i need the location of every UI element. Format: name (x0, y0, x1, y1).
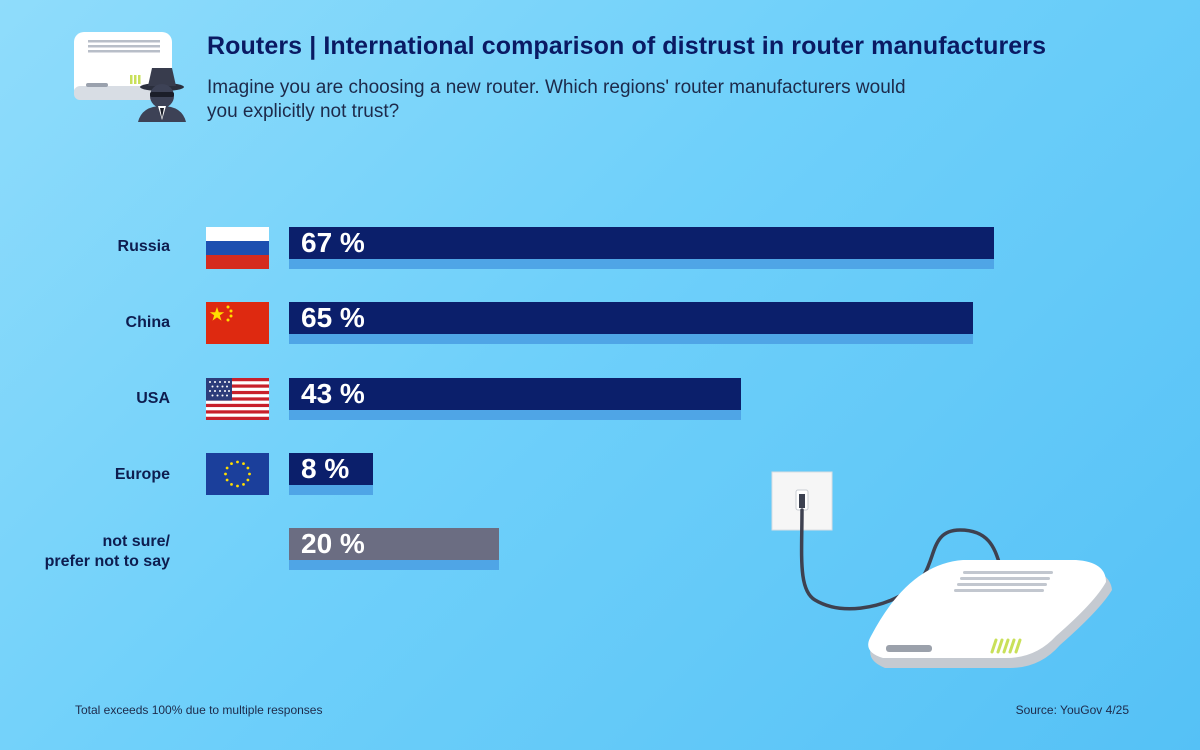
category-label-line: not sure/ (102, 533, 170, 550)
category-label-not-sure: not sure/ prefer not to say (45, 532, 170, 572)
bar-china: 65 % (289, 302, 973, 334)
chart-title: Routers | International comparison of di… (207, 32, 1047, 60)
bar-shadow (289, 485, 373, 495)
usa-flag-icon (206, 378, 269, 420)
router-spy-icon (72, 30, 192, 130)
footnote: Total exceeds 100% due to multiple respo… (75, 703, 323, 717)
bar-russia: 67 % (289, 227, 994, 259)
china-flag-icon (206, 302, 269, 344)
bar-shadow (289, 410, 741, 420)
russia-flag-icon (206, 227, 269, 269)
category-label-russia: Russia (117, 238, 170, 255)
bar-shadow (289, 259, 994, 269)
source-label: Source: YouGov 4/25 (1015, 703, 1129, 717)
bar-shadow (289, 560, 499, 570)
bar-usa: 43 % (289, 378, 741, 410)
category-label-china: China (125, 314, 170, 331)
category-label-line: prefer not to say (44, 553, 170, 570)
router-cable-icon (760, 460, 1120, 685)
chart-subtitle: Imagine you are choosing a new router. W… (207, 77, 906, 122)
bar-not-sure: 20 % (289, 528, 499, 560)
bar-europe: 8 % (289, 453, 373, 485)
category-label-usa: USA (136, 390, 170, 407)
eu-flag-icon (206, 453, 269, 495)
category-label-europe: Europe (114, 466, 170, 483)
bar-shadow (289, 334, 973, 344)
